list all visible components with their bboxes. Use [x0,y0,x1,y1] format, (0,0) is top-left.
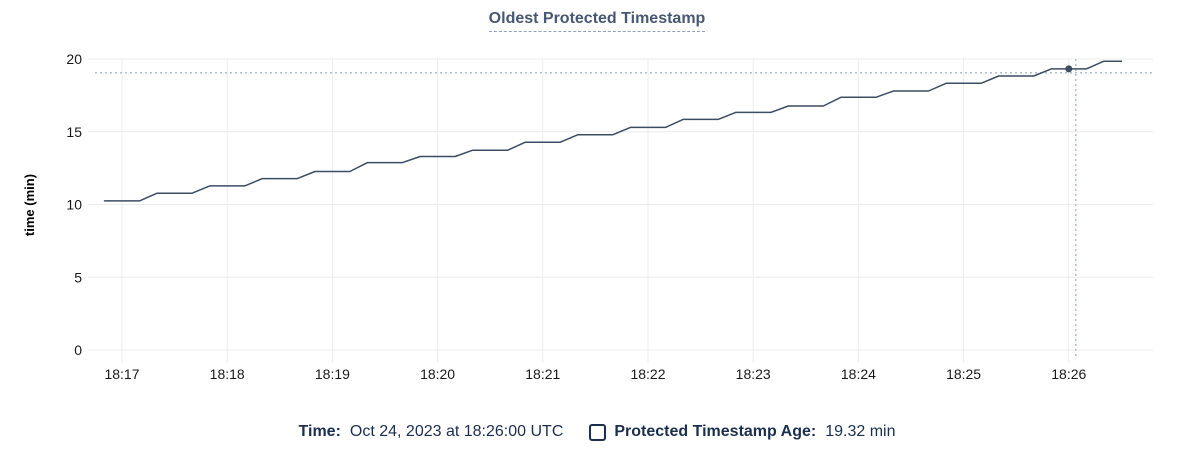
chart-plot-area[interactable]: 0 5 10 15 20 18:17 18:18 18:19 18:20 18:21 18:22 18… [0,0,1194,410]
y-tick-label: 5 [74,269,82,285]
hover-time-group: Time: Oct 24, 2023 at 18:26:00 UTC [299,423,564,441]
time-value: Oct 24, 2023 at 18:26:00 UTC [349,423,564,440]
x-tick-label: 18:21 [525,366,560,382]
hover-legend: Time: Oct 24, 2023 at 18:26:00 UTC Prote… [0,421,1194,443]
x-tick-label: 18:25 [946,366,981,382]
x-tick-label: 18:23 [736,366,771,382]
x-tick-label: 18:17 [104,366,139,382]
series-label: Protected Timestamp Age: [614,423,817,440]
y-axis-label: time (min) [22,174,37,236]
x-tick-label: 18:18 [210,366,245,382]
y-tick-label: 15 [66,124,82,140]
hover-point [1065,65,1073,73]
data-line [103,60,1123,202]
x-tick-label: 18:20 [420,366,455,382]
hover-series-group: Protected Timestamp Age: 19.32 min [589,423,895,441]
x-tick-label: 18:19 [315,366,350,382]
x-tick-label: 18:26 [1051,366,1086,382]
x-tick-label: 18:24 [841,366,876,382]
y-tick-label: 20 [66,51,82,67]
y-tick-label: 10 [66,197,82,213]
y-tick-label: 0 [74,342,82,358]
series-value: 19.32 min [825,423,896,440]
chart-title-row: Oldest Protected Timestamp [0,10,1194,32]
chart-title[interactable]: Oldest Protected Timestamp [488,10,706,32]
series-checkbox-icon[interactable] [589,423,607,441]
x-tick-label: 18:22 [630,366,665,382]
time-label: Time: [298,423,341,440]
